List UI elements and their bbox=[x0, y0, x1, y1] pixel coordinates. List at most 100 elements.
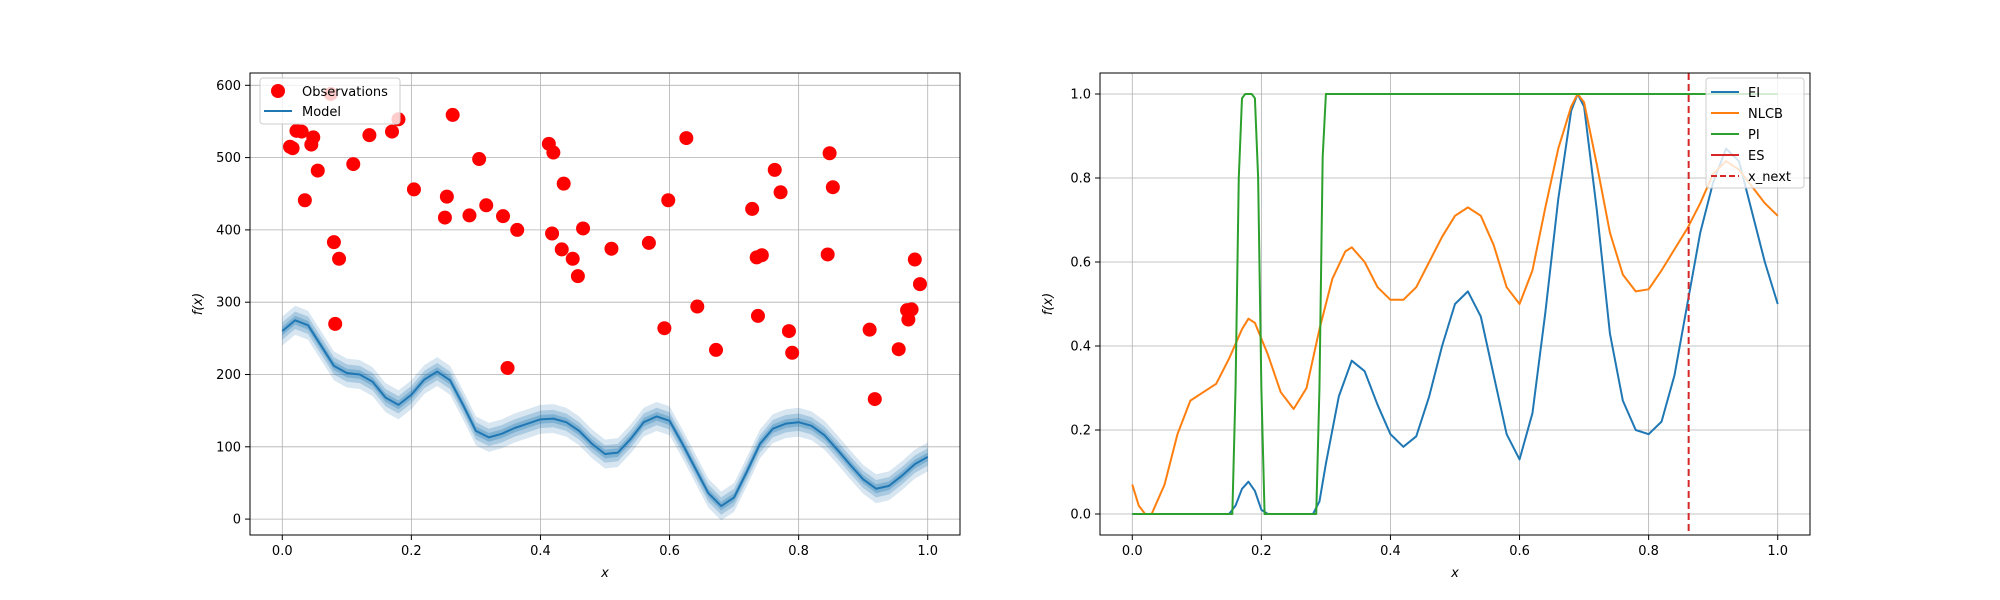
left-y-tick-label: 600 bbox=[216, 79, 241, 94]
left-x-ticks: 0.0 0.2 0.4 0.6 0.8 1.0 bbox=[272, 535, 938, 559]
observation-point bbox=[745, 201, 760, 216]
observation-point bbox=[907, 252, 922, 267]
model-line bbox=[281, 319, 929, 508]
right-y-tick-label: 0.6 bbox=[1070, 256, 1091, 271]
legend-observations-marker bbox=[271, 84, 285, 98]
observation-points bbox=[283, 86, 927, 407]
observation-point bbox=[773, 185, 788, 200]
left-x-tick-label: 0.4 bbox=[530, 544, 551, 559]
observation-point bbox=[867, 392, 882, 407]
right-y-tick-label: 0.2 bbox=[1070, 424, 1091, 439]
observation-point bbox=[479, 198, 494, 213]
left-y-tick-label: 0 bbox=[233, 513, 241, 528]
legend-model-label: Model bbox=[302, 105, 341, 120]
left-x-tick-label: 0.0 bbox=[272, 544, 293, 559]
left-grid bbox=[250, 73, 960, 535]
observation-point bbox=[750, 308, 765, 323]
observation-point bbox=[346, 157, 361, 172]
observation-point bbox=[445, 107, 460, 122]
legend-x-next-label: x_next bbox=[1748, 170, 1791, 185]
observation-point bbox=[604, 241, 619, 256]
observation-point bbox=[496, 209, 511, 224]
right-x-tick-label: 1.0 bbox=[1767, 544, 1788, 559]
observation-point bbox=[510, 222, 525, 237]
right-x-ticks: 0.0 0.2 0.4 0.6 0.8 1.0 bbox=[1122, 535, 1788, 559]
observation-point bbox=[294, 124, 309, 139]
legend-ei-label: EI bbox=[1748, 86, 1760, 101]
observation-point bbox=[570, 269, 585, 284]
observation-point bbox=[362, 128, 377, 143]
observation-point bbox=[709, 342, 724, 357]
observation-point bbox=[472, 152, 487, 167]
observation-point bbox=[785, 345, 800, 360]
observation-point bbox=[912, 277, 927, 292]
observation-point bbox=[641, 235, 656, 250]
left-y-tick-label: 500 bbox=[216, 151, 241, 166]
left-y-tick-label: 400 bbox=[216, 223, 241, 238]
left-x-tick-label: 0.8 bbox=[788, 544, 809, 559]
observation-point bbox=[500, 360, 515, 375]
model-band-layer bbox=[282, 305, 928, 521]
right-y-tick-label: 0.4 bbox=[1070, 340, 1091, 355]
observation-point bbox=[661, 193, 676, 208]
left-axes-frame bbox=[249, 72, 961, 536]
observation-point bbox=[439, 189, 454, 204]
left-x-axis-label: x bbox=[600, 566, 609, 581]
pi-line bbox=[1132, 93, 1778, 515]
observation-point bbox=[437, 210, 452, 225]
observation-point bbox=[406, 182, 421, 197]
observation-point bbox=[576, 221, 591, 236]
left-y-tick-label: 100 bbox=[216, 440, 241, 455]
observation-point bbox=[781, 324, 796, 339]
right-y-axis-label: f(x) bbox=[1041, 293, 1056, 315]
observation-point bbox=[462, 208, 477, 223]
left-lines bbox=[281, 319, 929, 508]
observation-point bbox=[904, 302, 919, 317]
observation-point bbox=[862, 322, 877, 337]
observation-point bbox=[657, 321, 672, 336]
observation-point bbox=[825, 180, 840, 195]
right-x-axis-label: x bbox=[1450, 566, 1459, 581]
left-legend: Observations Model bbox=[259, 77, 401, 125]
right-x-tick-label: 0.4 bbox=[1380, 544, 1401, 559]
observation-point bbox=[297, 193, 312, 208]
observation-point bbox=[306, 130, 321, 145]
right-legend: EI NLCB PI ES x_next bbox=[1705, 77, 1805, 189]
right-lines bbox=[1131, 73, 1779, 535]
observation-point bbox=[310, 163, 325, 178]
legend-pi-label: PI bbox=[1748, 128, 1760, 143]
right-axes-frame bbox=[1099, 72, 1811, 536]
observation-point bbox=[326, 235, 341, 250]
legend-nlcb-label: NLCB bbox=[1748, 107, 1783, 122]
observation-point bbox=[554, 242, 569, 257]
right-x-tick-label: 0.8 bbox=[1638, 544, 1659, 559]
observation-point bbox=[546, 145, 561, 160]
nlcb-line bbox=[1131, 93, 1779, 515]
observation-point bbox=[679, 131, 694, 146]
model-band-layer bbox=[282, 311, 928, 515]
observation-point bbox=[565, 251, 580, 266]
right-y-ticks: 0.0 0.2 0.4 0.6 0.8 1.0 bbox=[1070, 88, 1100, 523]
observation-point bbox=[285, 141, 300, 156]
right-legend-box bbox=[1705, 77, 1805, 189]
right-y-tick-label: 0.8 bbox=[1070, 172, 1091, 187]
right-x-tick-label: 0.0 bbox=[1122, 544, 1143, 559]
left-y-axis-label: f(x) bbox=[191, 293, 206, 315]
legend-observations-label: Observations bbox=[302, 85, 388, 100]
observation-point bbox=[556, 176, 571, 191]
model-confidence-band bbox=[282, 305, 928, 521]
right-plot-panel: 0.0 0.2 0.4 0.6 0.8 1.0 0.00.20.40.60.81.0 x … bbox=[1041, 72, 1811, 581]
left-plot-panel: 0.0 0.2 0.4 0.6 0.8 1.0 0 100 200 300 400 500 600 x… bbox=[191, 72, 961, 581]
observation-point bbox=[820, 247, 835, 262]
right-y-tick-label: 1.0 bbox=[1070, 88, 1091, 103]
right-x-tick-label: 0.6 bbox=[1509, 544, 1530, 559]
left-legend-box bbox=[259, 77, 401, 125]
observation-point bbox=[891, 342, 906, 357]
observation-point bbox=[754, 248, 769, 263]
ei-line bbox=[1132, 93, 1779, 515]
observation-point bbox=[385, 124, 399, 139]
right-x-tick-label: 0.2 bbox=[1251, 544, 1272, 559]
left-y-ticks: 0 100 200 300 400 500 600 bbox=[216, 79, 250, 528]
left-y-tick-label: 300 bbox=[216, 296, 241, 311]
left-x-tick-label: 0.6 bbox=[659, 544, 680, 559]
